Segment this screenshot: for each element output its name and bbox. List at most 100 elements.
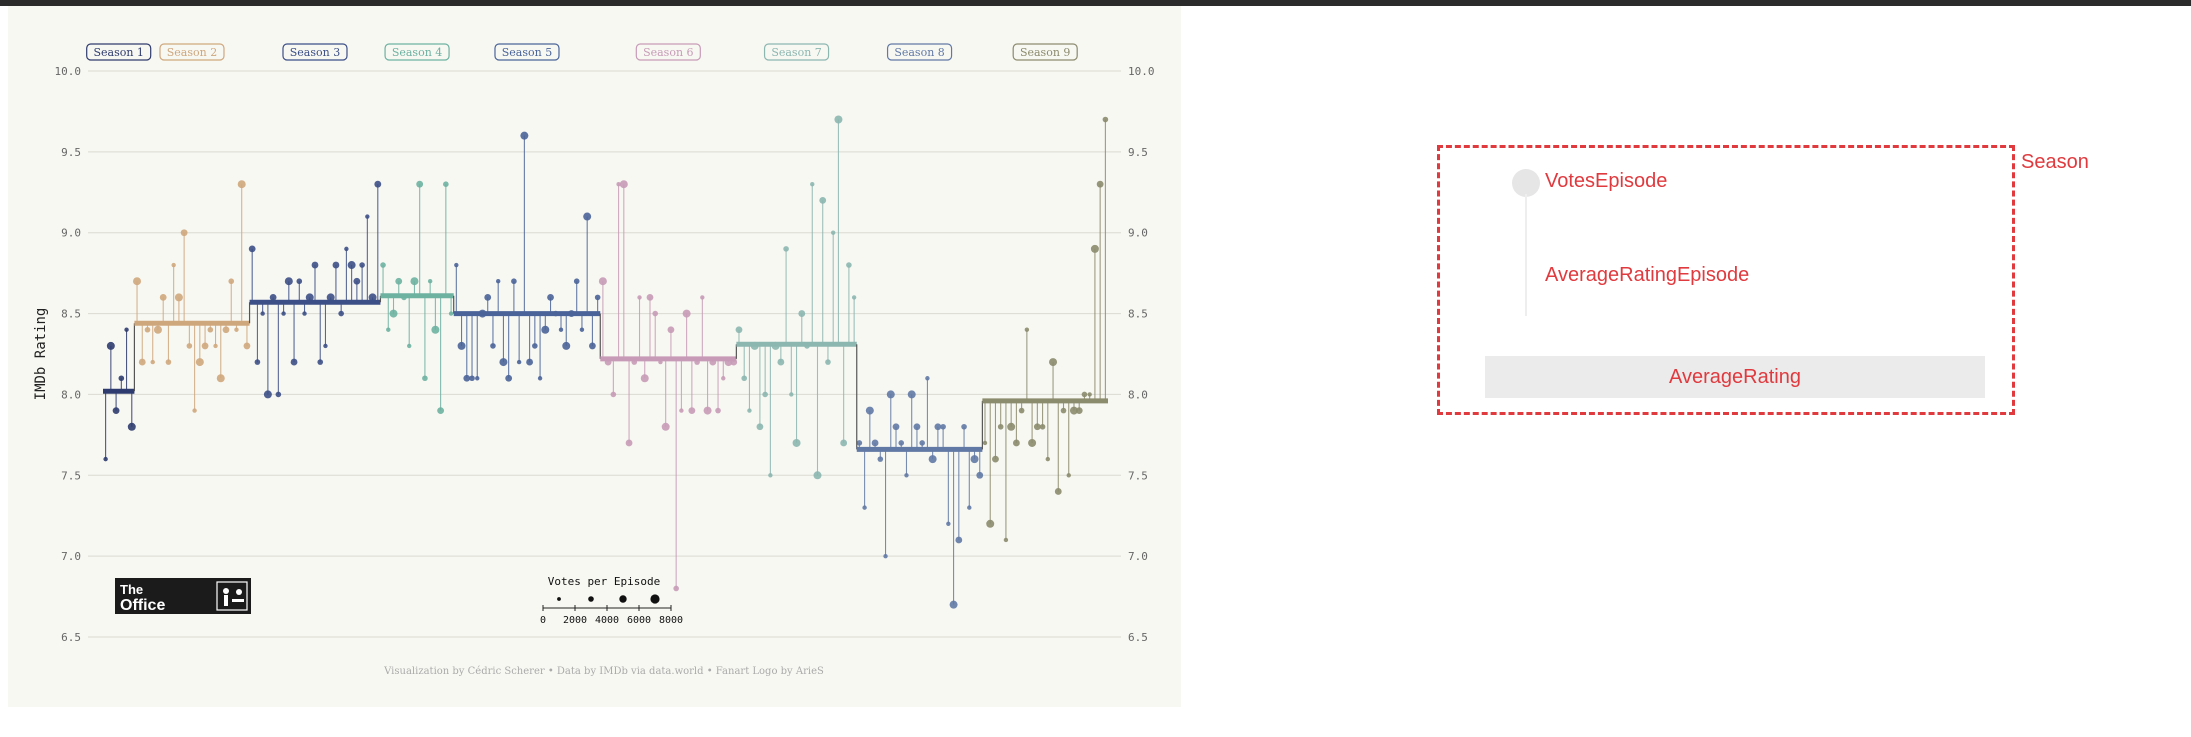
episode-point <box>703 406 712 415</box>
y-tick-label-left: 8.5 <box>61 308 81 321</box>
episode-point <box>1054 488 1062 495</box>
office-logo-box <box>115 578 251 614</box>
episode-point <box>526 358 534 366</box>
episode-point <box>907 390 916 399</box>
episode-point <box>207 326 214 333</box>
size-legend-dot <box>650 594 660 604</box>
episode-point <box>490 343 496 349</box>
episode-point <box>1102 116 1109 123</box>
episode-point <box>652 310 659 317</box>
season-label-box <box>494 43 560 61</box>
episode-point <box>1003 537 1009 543</box>
y-tick-label-left: 7.0 <box>61 550 81 563</box>
episode-point <box>558 327 564 332</box>
season-label-box <box>635 43 701 61</box>
office-logo-figure-icon <box>223 588 229 594</box>
episode-point <box>1081 391 1088 398</box>
episode-point <box>777 358 785 366</box>
episode-point <box>637 295 642 300</box>
legend-season-box <box>1437 145 2015 415</box>
episode-point <box>427 279 433 284</box>
episode-point <box>961 423 967 430</box>
episode-point <box>454 262 459 268</box>
size-legend-tick-label: 2000 <box>563 615 587 626</box>
episode-point <box>886 390 895 399</box>
episode-point <box>877 456 884 462</box>
episode-point <box>407 343 412 349</box>
episode-point <box>997 423 1004 430</box>
season-label: Season 4 <box>392 46 442 59</box>
episode-point <box>201 342 209 350</box>
episode-point <box>688 407 696 414</box>
imdb-rating-chart: 10.0 10.0 9.5 9.5 9.0 9.0 8.5 8.5 8.0 8.0 7.5 7.5 7.… <box>33 43 1155 677</box>
episode-point <box>374 180 382 188</box>
episode-point <box>311 261 319 269</box>
episode-point <box>840 439 848 447</box>
episode-point <box>347 261 356 270</box>
office-logo-desk-icon <box>232 599 244 602</box>
episode-point <box>562 341 571 350</box>
episode-point <box>819 196 827 204</box>
episode-point <box>248 245 256 253</box>
episode-point <box>976 471 984 479</box>
episode-point <box>798 310 806 317</box>
episode-point <box>448 311 454 316</box>
episode-point <box>898 440 905 446</box>
episode-point <box>970 455 979 464</box>
episode-point <box>290 358 298 366</box>
episode-point <box>1039 423 1046 430</box>
episode-point <box>106 341 115 350</box>
episode-point <box>180 229 188 237</box>
episode-point <box>925 376 930 381</box>
episode-point <box>532 343 538 349</box>
episode-point <box>673 585 679 592</box>
episode-point <box>792 438 801 447</box>
episode-point <box>234 327 239 332</box>
episode-point <box>133 277 142 286</box>
size-legend-dot <box>588 596 594 602</box>
episode-point <box>789 392 794 397</box>
episode-point <box>735 326 743 334</box>
episode-point <box>317 359 324 365</box>
episode-point <box>813 471 822 480</box>
season-label-box <box>282 43 348 61</box>
episode-point <box>741 375 748 382</box>
episode-point <box>579 327 585 332</box>
episode-point <box>260 311 265 316</box>
episode-point <box>928 455 937 464</box>
episode-point <box>949 600 958 609</box>
y-tick-label-left: 10.0 <box>55 65 82 78</box>
episode-point <box>846 262 852 268</box>
episode-point <box>1028 438 1037 447</box>
episode-point <box>127 422 136 431</box>
episode-point <box>856 440 863 446</box>
size-legend-tick-label: 0 <box>540 615 546 626</box>
episode-point <box>919 440 925 446</box>
episode-point <box>756 423 764 431</box>
episode-point <box>165 359 172 365</box>
episode-point <box>368 293 377 302</box>
season-label: Season 1 <box>93 46 143 59</box>
size-legend-dot <box>557 597 561 601</box>
episode-point <box>484 294 492 301</box>
episode-point <box>269 294 277 301</box>
size-legend-tick-label: 6000 <box>627 615 651 626</box>
y-tick-label-right: 7.0 <box>1128 550 1148 563</box>
episode-point <box>992 455 999 463</box>
episode-point <box>768 473 773 478</box>
season-label-box <box>159 43 225 61</box>
episode-point <box>475 376 480 381</box>
episode-point <box>934 423 942 431</box>
legend-stem <box>1525 194 1527 316</box>
episode-point <box>359 262 365 268</box>
size-legend-dot <box>619 595 627 603</box>
legend-average-rating-label: AverageRating <box>1669 365 1801 388</box>
episode-point <box>186 343 193 349</box>
office-logo-line2: Office <box>120 597 165 614</box>
episode-point <box>946 521 951 526</box>
episode-point <box>547 294 554 301</box>
season-label: Season 7 <box>771 46 821 59</box>
episode-point <box>443 181 449 187</box>
episode-point <box>541 325 550 334</box>
episode-point <box>353 277 361 285</box>
